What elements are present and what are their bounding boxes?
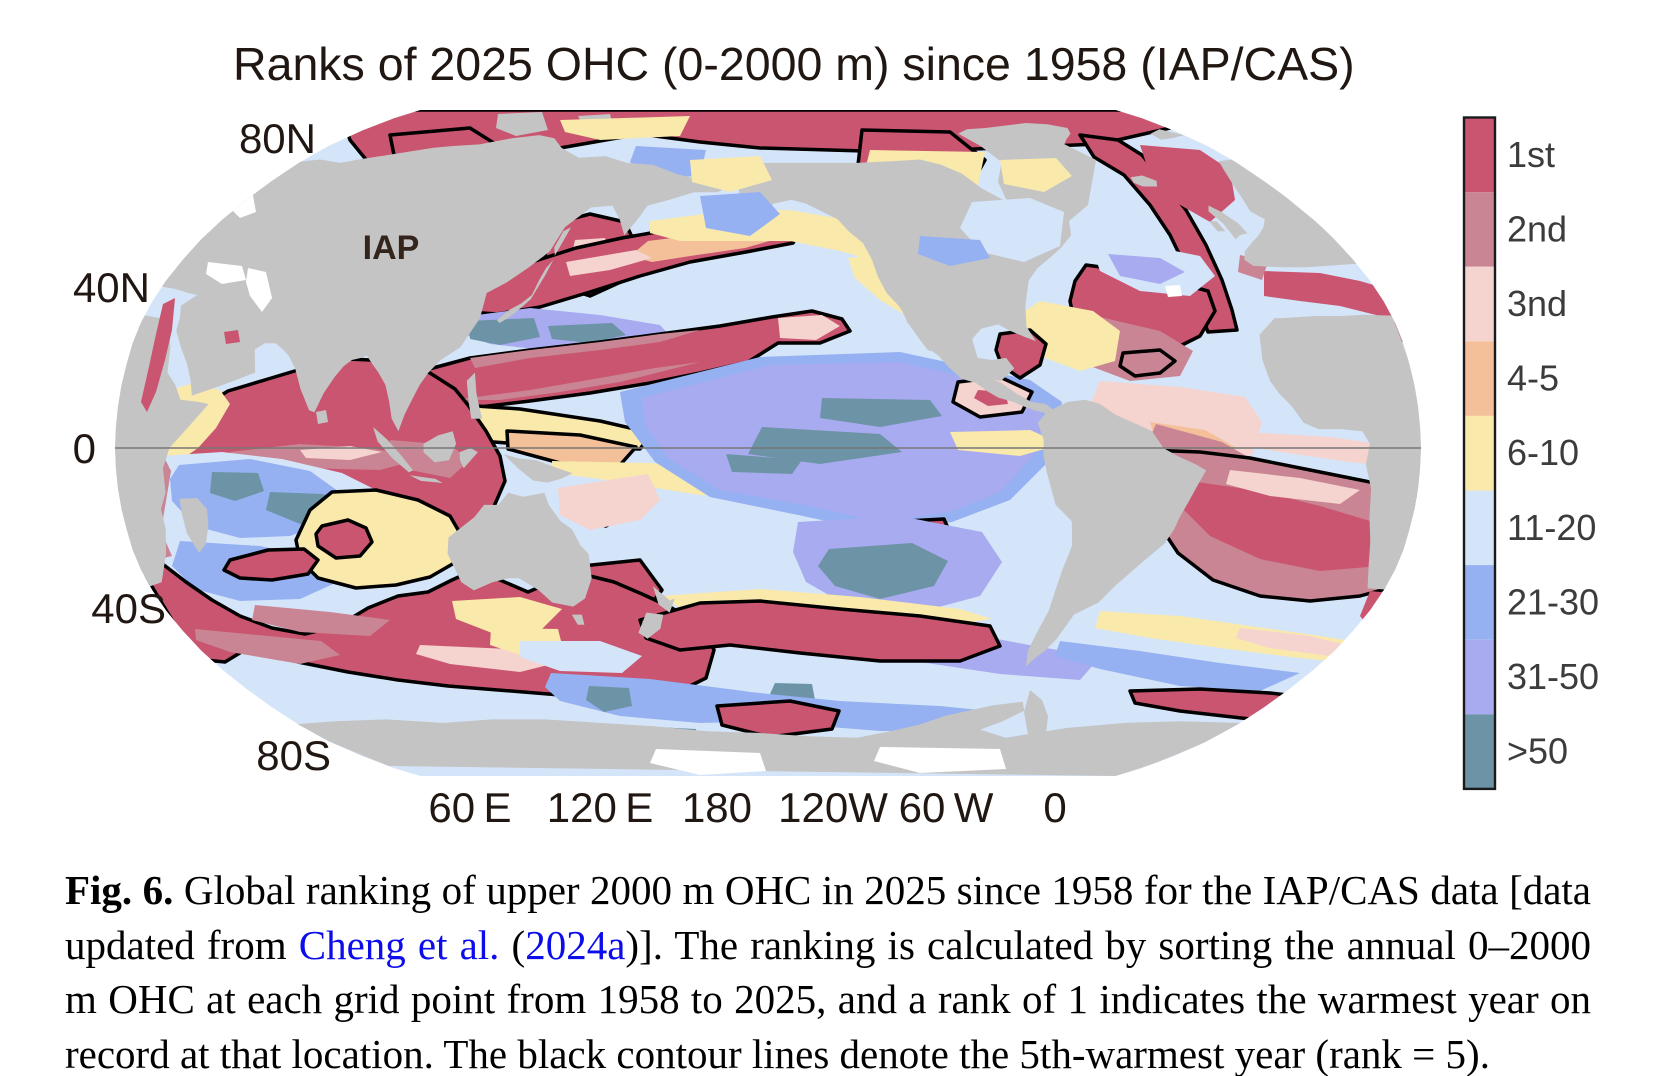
svg-text:31-50: 31-50 [1507,656,1599,697]
svg-text:4-5: 4-5 [1507,358,1559,399]
svg-text:40N: 40N [73,264,150,311]
svg-text:IAP: IAP [363,229,420,267]
svg-text:0: 0 [1043,784,1066,831]
svg-text:0: 0 [73,425,96,472]
svg-text:1st: 1st [1507,134,1555,175]
svg-text:40S: 40S [91,585,166,632]
svg-text:120 E: 120 E [547,784,654,831]
svg-text:60 E: 60 E [428,784,511,831]
svg-text:60 W: 60 W [899,784,994,831]
svg-text:80S: 80S [256,732,331,779]
svg-text:Ranks of 2025 OHC (0-2000 m) s: Ranks of 2025 OHC (0-2000 m) since 1958 … [233,38,1355,90]
svg-text:>50: >50 [1507,731,1568,772]
svg-text:3nd: 3nd [1507,283,1567,324]
svg-text:11-20: 11-20 [1507,507,1596,548]
svg-text:180: 180 [682,784,752,831]
svg-text:6-10: 6-10 [1507,432,1579,473]
svg-text:2nd: 2nd [1507,208,1567,249]
svg-text:120W: 120W [778,784,888,831]
svg-text:80N: 80N [239,115,316,162]
svg-text:21-30: 21-30 [1507,581,1599,622]
